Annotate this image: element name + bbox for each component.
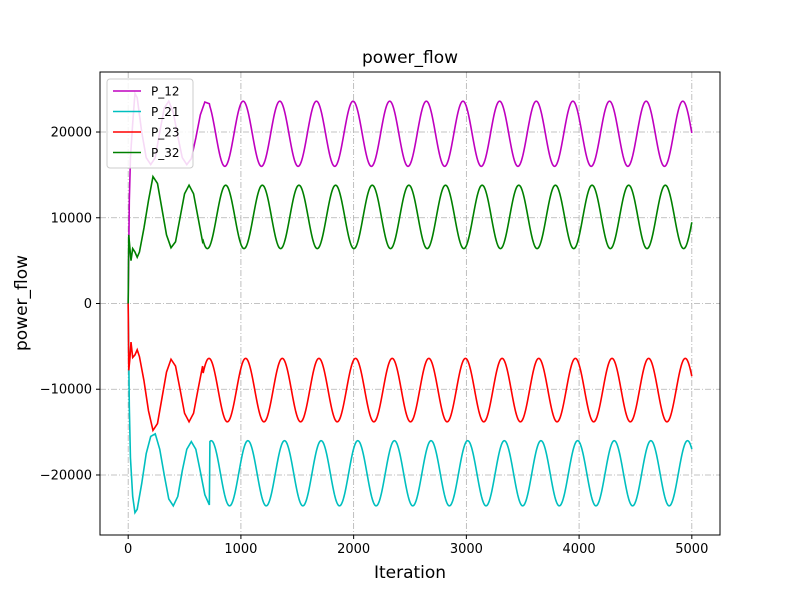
series-lines — [127, 90, 693, 515]
x-tick-label: 0 — [124, 542, 132, 557]
y-tick-label: 0 — [84, 297, 92, 312]
grid — [100, 72, 720, 535]
y-tick-label: 10000 — [51, 211, 92, 226]
legend: P_12 P_21 P_23 P_32 — [106, 78, 194, 169]
x-axis-ticks: 0 1000 2000 3000 4000 5000 — [124, 535, 708, 557]
x-tick-label: 2000 — [337, 542, 370, 557]
x-tick-label: 5000 — [675, 542, 708, 557]
y-axis-label: power_flow — [12, 255, 32, 351]
x-tick-label: 4000 — [563, 542, 596, 557]
x-axis-label: Iteration — [374, 563, 446, 583]
series-line-p-32 — [127, 174, 693, 304]
x-tick-label: 3000 — [450, 542, 483, 557]
legend-label: P_23 — [151, 126, 180, 140]
y-tick-label: −10000 — [40, 383, 92, 398]
legend-label: P_32 — [151, 146, 180, 160]
legend-box — [106, 78, 194, 169]
legend-label: P_21 — [151, 105, 180, 119]
y-axis-ticks: −20000 −10000 0 10000 20000 — [40, 126, 100, 483]
y-tick-label: −20000 — [40, 468, 92, 483]
series-line-p-21 — [127, 303, 693, 515]
series-line-p-12 — [127, 90, 693, 304]
chart-title: power_flow — [362, 48, 458, 68]
series-line-p-23 — [127, 303, 693, 433]
x-tick-label: 1000 — [224, 542, 257, 557]
legend-label: P_12 — [151, 85, 180, 99]
y-tick-label: 20000 — [51, 126, 92, 141]
